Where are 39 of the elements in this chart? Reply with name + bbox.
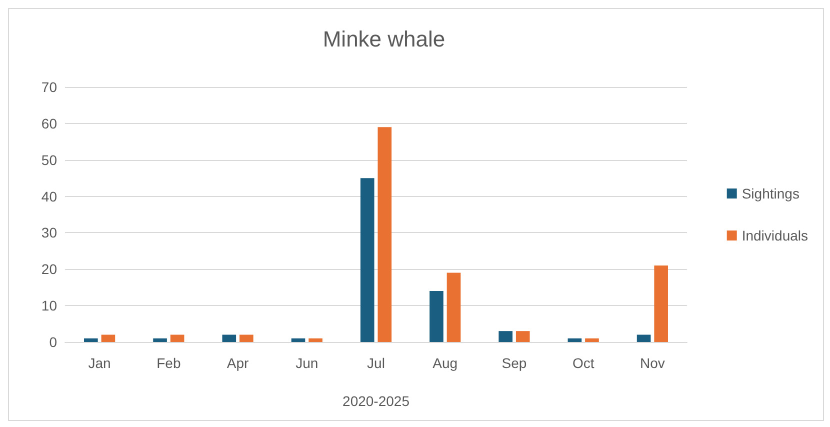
bar (240, 334, 254, 342)
x-tick-label: Oct (572, 355, 594, 371)
bar (498, 331, 512, 342)
legend-label: Sightings (742, 186, 800, 202)
bar (516, 331, 530, 342)
x-tick-label: Aug (432, 355, 458, 371)
bar (430, 291, 444, 342)
y-tick-label: 30 (41, 224, 58, 241)
y-tick-label: 40 (41, 188, 58, 204)
bar (585, 338, 599, 342)
bar (654, 266, 668, 342)
bar (446, 272, 461, 342)
bar (84, 338, 98, 342)
x-tick-label: Nov (640, 355, 665, 371)
y-tick-label: 20 (41, 261, 58, 278)
bar (378, 127, 392, 342)
bar (636, 334, 651, 342)
y-tick-label: 10 (41, 298, 58, 314)
x-tick-label: Sep (502, 355, 527, 371)
bar (170, 334, 184, 342)
chart-title: Minke whale (322, 26, 446, 52)
y-tick-label: 60 (41, 115, 58, 132)
bar (153, 338, 167, 342)
bar (101, 334, 116, 342)
bar (222, 334, 236, 342)
bar (291, 338, 306, 342)
x-tick-label: Feb (156, 355, 181, 371)
y-tick-label: 0 (49, 334, 58, 350)
y-tick-label: 70 (41, 79, 58, 95)
x-tick-label: Apr (226, 355, 250, 371)
y-tick-label: 50 (41, 152, 58, 168)
legend-label: Individuals (742, 228, 808, 244)
x-tick-label: Jun (296, 355, 318, 371)
bar (360, 178, 374, 342)
x-axis-title: 2020-2025 (342, 393, 410, 409)
bar (568, 338, 582, 342)
bar (308, 338, 322, 342)
x-tick-label: Jul (367, 355, 385, 371)
x-tick-label: Jan (88, 355, 111, 371)
